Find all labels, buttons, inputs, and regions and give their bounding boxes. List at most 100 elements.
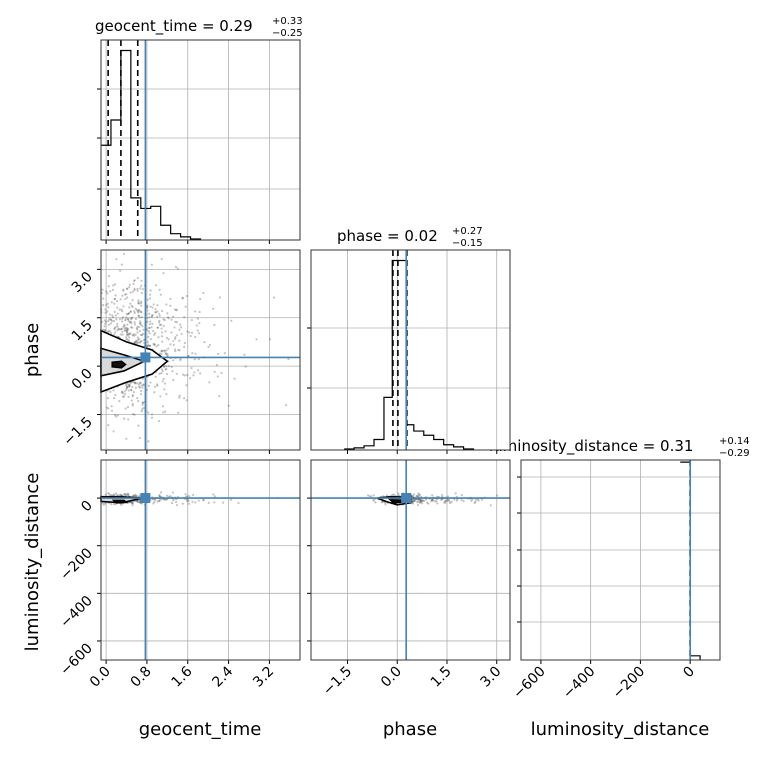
scatter-pg-point	[104, 322, 107, 325]
scatter-pg-point	[119, 269, 122, 272]
scatter-pg-point	[148, 322, 151, 326]
scatter-pg-point	[137, 308, 140, 311]
scatter-pg-point	[126, 328, 129, 331]
scatter-lg-point	[197, 499, 200, 502]
scatter-pg-point	[127, 418, 130, 421]
scatter-lp-point	[431, 499, 434, 502]
scatter-pg-point	[131, 394, 135, 397]
scatter-pg-point	[124, 407, 127, 410]
scatter-pg-point	[137, 311, 140, 314]
scatter-pg-point	[133, 413, 136, 416]
scatter-pg-point	[124, 318, 127, 321]
scatter-pg-point	[117, 327, 120, 330]
scatter-lg-point	[113, 493, 116, 496]
panel-2d-pg-yticklabel-2: 1.5	[69, 317, 96, 344]
scatter-pg-point	[126, 323, 129, 326]
scatter-pg-point	[138, 320, 142, 323]
scatter-pg-point	[147, 411, 150, 414]
scatter-pg-point	[112, 284, 115, 287]
scatter-pg-point	[136, 382, 139, 385]
panel-2d-lp-xticklabel-3: 3.0	[478, 664, 505, 691]
scatter-pg-point	[166, 352, 169, 356]
scatter-pg-point	[158, 288, 161, 291]
scatter-pg-point	[103, 319, 106, 322]
scatter-lp-point	[443, 501, 446, 504]
scatter-pg-point	[116, 306, 119, 309]
panel-hist-ldist-xticklabel-3: 0	[680, 664, 698, 682]
scatter-pg-point	[113, 310, 116, 313]
scatter-pg-point	[141, 401, 144, 404]
scatter-pg-point	[129, 317, 133, 321]
scatter-pg-point	[136, 287, 139, 290]
scatter-pg-point	[117, 328, 120, 331]
scatter-lp-point	[418, 493, 422, 497]
scatter-lp-point	[460, 498, 463, 502]
panel-hist-ldist-bg	[521, 460, 720, 660]
scatter-pg-point	[113, 397, 116, 400]
scatter-pg-point	[129, 291, 132, 294]
scatter-lp-point	[385, 494, 389, 497]
scatter-pg-point	[134, 382, 137, 385]
scatter-pg-point	[136, 325, 139, 328]
scatter-pg-point	[174, 320, 177, 323]
scatter-lg-point	[187, 499, 190, 503]
scatter-pg-point	[183, 374, 186, 377]
scatter-pg-point	[189, 334, 192, 338]
panel-2d-lg-xticklabel-4: 3.2	[250, 664, 277, 691]
scatter-lp-point	[368, 495, 371, 498]
scatter-pg-point	[137, 385, 141, 388]
truth-marker-lp	[401, 493, 412, 504]
scatter-pg-point	[108, 318, 111, 321]
scatter-pg-point	[163, 350, 166, 353]
scatter-pg-point	[140, 300, 143, 303]
scatter-pg-point	[140, 304, 143, 307]
scatter-pg-point	[155, 315, 159, 318]
scatter-pg-point	[146, 320, 149, 323]
scatter-pg-point	[188, 377, 192, 380]
scatter-lg-point	[158, 494, 161, 498]
scatter-lg-point	[115, 492, 118, 495]
scatter-pg-point	[158, 312, 161, 315]
scatter-pg-point	[141, 288, 144, 291]
scatter-pg-point	[138, 337, 141, 341]
scatter-pg-point	[216, 352, 220, 355]
scatter-lg-point	[212, 493, 215, 496]
scatter-pg-point	[138, 322, 141, 325]
scatter-pg-point	[155, 345, 158, 348]
scatter-lg-point	[213, 501, 216, 504]
scatter-pg-point	[152, 342, 155, 346]
scatter-lg-point	[132, 494, 135, 497]
scatter-pg-point	[153, 391, 156, 394]
scatter-pg-point	[165, 303, 168, 306]
scatter-pg-point	[140, 310, 143, 314]
contour-inner-lg	[111, 499, 129, 504]
scatter-pg-point	[170, 365, 173, 369]
scatter-pg-point	[154, 311, 157, 314]
scatter-pg-point	[119, 333, 122, 336]
scatter-pg-point	[137, 400, 140, 403]
scatter-lp-point	[419, 500, 423, 503]
scatter-lg-point	[169, 495, 172, 498]
scatter-pg-point	[154, 307, 157, 311]
scatter-pg-point	[140, 302, 143, 305]
scatter-lp-point	[449, 501, 452, 505]
panel-hist-geocent-time	[97, 39, 301, 244]
scatter-pg-point	[147, 440, 150, 443]
panel-2d-pg-border	[100, 249, 301, 451]
scatter-pg-point	[160, 352, 163, 356]
scatter-pg-point	[121, 317, 124, 320]
scatter-pg-point	[131, 298, 134, 302]
scatter-pg-point	[243, 353, 246, 356]
scatter-pg-point	[158, 323, 162, 326]
scatter-lg-point	[112, 502, 115, 506]
panel-2d-pg-yticklabel-0: −1.5	[60, 414, 95, 449]
scatter-pg-point	[223, 352, 226, 355]
scatter-pg-point	[142, 384, 145, 387]
scatter-pg-point	[125, 331, 129, 334]
scatter-pg-point	[110, 331, 113, 334]
scatter-pg-point	[164, 410, 167, 413]
scatter-pg-point	[136, 289, 139, 292]
scatter-lp-point	[462, 500, 465, 503]
scatter-pg-point	[178, 349, 181, 352]
scatter-pg-point	[128, 332, 131, 336]
